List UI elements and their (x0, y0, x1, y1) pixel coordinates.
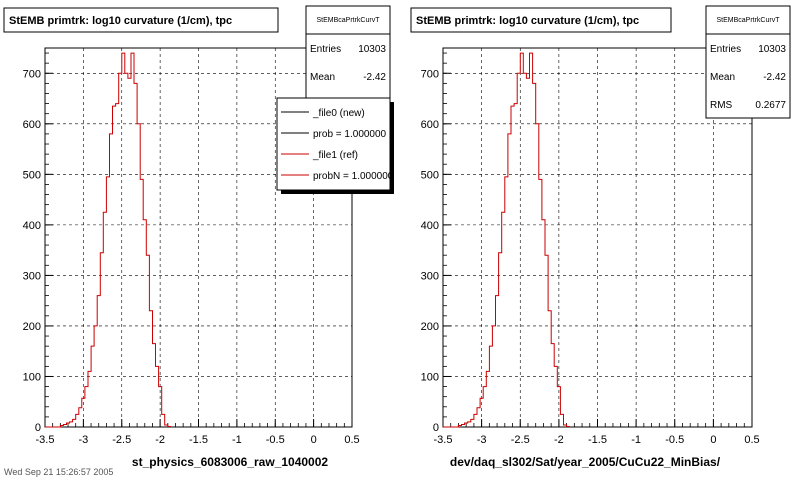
legend-label: _file1 (ref) (312, 150, 358, 161)
x-tick-label: 0.5 (344, 434, 359, 446)
plot-frame (442, 47, 753, 428)
title-box (3, 7, 279, 33)
footer-timestamp: Wed Sep 21 15:26:57 2005 (4, 467, 114, 477)
histogram-series (443, 52, 570, 428)
stats-name: StEMBcaPrtrkCurvT (316, 17, 380, 24)
stats-label: Mean (310, 72, 335, 83)
x-tick-label: -1 (232, 434, 242, 446)
chart-title: StEMB primtrk: log10 curvature (1/cm), t… (416, 15, 639, 27)
stats-name: StEMBcaPrtrkCurvT (716, 17, 780, 24)
legend-box (276, 97, 391, 191)
x-tick-label: -0.5 (266, 434, 285, 446)
x-tick-label: -3 (78, 434, 88, 446)
y-tick-label: 100 (421, 371, 439, 383)
stats-label: Mean (710, 72, 735, 83)
x-tick-label: -3.5 (434, 434, 453, 446)
x-tick-label: 0 (710, 434, 716, 446)
x-tick-label: -1.5 (189, 434, 208, 446)
stats-value: 0.2677 (755, 100, 786, 111)
y-tick-label: 500 (23, 169, 41, 181)
chart-title: StEMB primtrk: log10 curvature (1/cm), t… (9, 15, 232, 27)
y-tick-label: 0 (433, 422, 439, 434)
stats-value: -2.42 (363, 72, 386, 83)
x-tick-label: -2.5 (112, 434, 131, 446)
x-tick-label: -3.5 (36, 434, 55, 446)
x-tick-label: -2 (554, 434, 564, 446)
x-tick-label: -1.5 (588, 434, 607, 446)
stats-value: -2.42 (763, 72, 786, 83)
x-axis-label: st_physics_6083006_raw_1040002 (132, 455, 328, 469)
x-tick-label: 0 (311, 434, 317, 446)
y-tick-label: 600 (421, 119, 439, 131)
y-tick-label: 0 (35, 422, 41, 434)
stats-label: RMS (710, 100, 733, 111)
histogram-panel-2: -3.5 -3 -2.5 -2 -1.5 -1 -0.5 0 0.5 0 100 200 300 400 5… (410, 5, 791, 469)
y-tick-label: 700 (421, 68, 439, 80)
y-tick-label: 100 (23, 371, 41, 383)
stats-value: 10303 (358, 44, 386, 55)
stats-label: Entries (710, 44, 741, 55)
x-tick-label: -0.5 (665, 434, 684, 446)
y-tick-label: 200 (421, 321, 439, 333)
y-tick-label: 400 (23, 220, 41, 232)
stats-box (705, 5, 791, 119)
histogram-panel-1: -3.5 -3 -2.5 -2 -1.5 -1 -0.5 0 0.5 0 100 200 300 400 5… (3, 5, 394, 469)
legend-label: prob = 1.000000 (313, 129, 387, 140)
x-tick-label: -3 (477, 434, 487, 446)
y-tick-label: 300 (421, 270, 439, 282)
legend-label: _file0 (new) (312, 108, 365, 119)
x-axis-label: dev/daq_sl302/Sat/year_2005/CuCu22_MinBi… (450, 455, 721, 469)
x-tick-label: 0.5 (744, 434, 759, 446)
y-tick-label: 400 (421, 220, 439, 232)
legend-label: probN = 1.000000 (313, 171, 394, 182)
y-tick-label: 500 (421, 169, 439, 181)
y-tick-label: 700 (23, 68, 41, 80)
x-tick-label: -2 (155, 434, 165, 446)
y-tick-label: 200 (23, 321, 41, 333)
y-tick-label: 600 (23, 119, 41, 131)
stats-value: 10303 (758, 44, 786, 55)
stats-label: Entries (310, 44, 341, 55)
histogram-series (45, 52, 171, 428)
title-box (410, 7, 672, 33)
y-tick-label: 300 (23, 270, 41, 282)
x-tick-label: -1 (631, 434, 641, 446)
x-tick-label: -2.5 (511, 434, 530, 446)
